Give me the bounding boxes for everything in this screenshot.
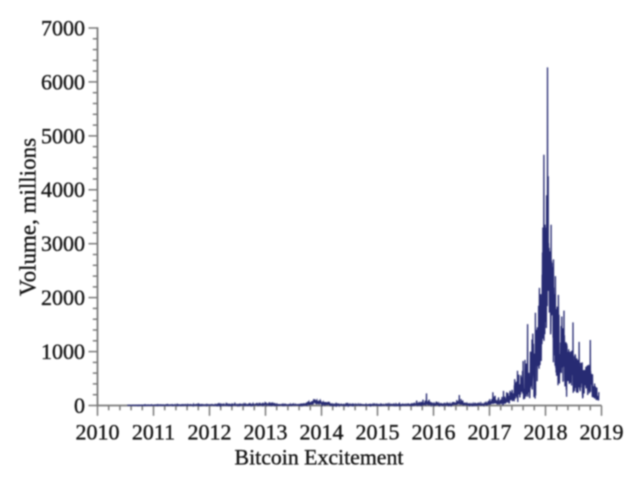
svg-text:6000: 6000 [41,69,85,94]
svg-text:4000: 4000 [41,177,85,202]
svg-text:0: 0 [74,393,85,418]
svg-text:2014: 2014 [300,420,344,445]
svg-text:5000: 5000 [41,123,85,148]
svg-text:2018: 2018 [524,420,568,445]
svg-text:3000: 3000 [41,231,85,256]
svg-text:2017: 2017 [468,420,512,445]
svg-text:2012: 2012 [188,420,232,445]
svg-text:2015: 2015 [356,420,400,445]
svg-text:Bitcoin Excitement: Bitcoin Excitement [235,446,404,470]
svg-text:1000: 1000 [41,339,85,364]
svg-text:2013: 2013 [244,420,288,445]
svg-text:2016: 2016 [412,420,456,445]
svg-text:7000: 7000 [41,15,85,40]
svg-text:Volume, millions: Volume, millions [16,138,41,296]
svg-text:2019: 2019 [580,420,624,445]
svg-text:2010: 2010 [76,420,120,445]
svg-text:2011: 2011 [132,420,175,445]
svg-text:2000: 2000 [41,285,85,310]
